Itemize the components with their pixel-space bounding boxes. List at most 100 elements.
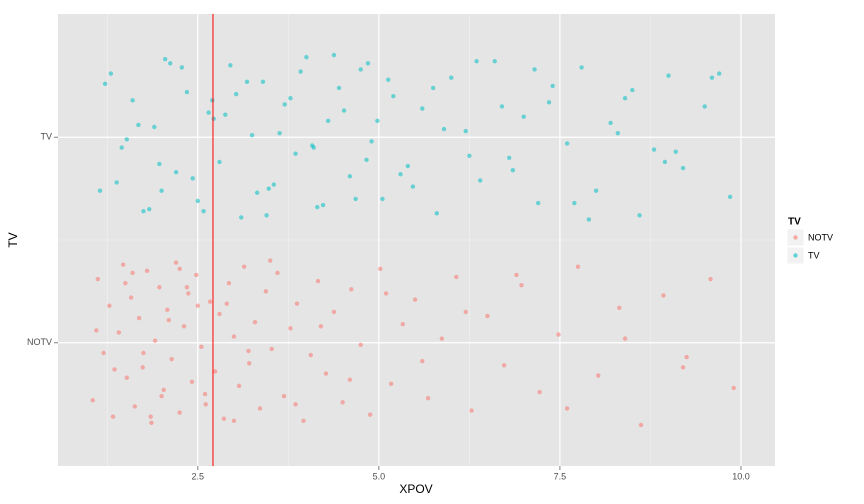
point — [463, 128, 468, 134]
point — [177, 410, 182, 415]
point — [269, 346, 274, 352]
point — [190, 176, 195, 181]
point — [727, 194, 733, 200]
point — [114, 180, 119, 185]
point — [184, 285, 190, 290]
point — [166, 317, 172, 323]
point — [492, 59, 497, 64]
point — [110, 414, 116, 419]
point — [266, 186, 271, 191]
point — [622, 96, 628, 101]
point — [179, 65, 185, 70]
point — [168, 61, 173, 66]
point — [132, 404, 137, 409]
point — [349, 287, 354, 292]
point — [136, 315, 142, 321]
point — [347, 377, 353, 382]
x-tick-label: 7.5 — [554, 471, 567, 481]
point — [717, 71, 722, 76]
point — [521, 114, 526, 119]
point — [233, 91, 239, 97]
point — [662, 159, 668, 165]
point — [282, 102, 287, 107]
point — [315, 278, 321, 284]
point — [246, 348, 251, 354]
point — [294, 301, 300, 306]
point — [94, 328, 99, 333]
point — [201, 209, 206, 214]
x-tick-label: 10.0 — [732, 471, 750, 481]
point — [260, 79, 266, 85]
point — [136, 122, 141, 128]
point — [116, 330, 122, 335]
point — [398, 172, 403, 177]
point — [226, 280, 232, 286]
point — [532, 67, 537, 72]
point — [331, 309, 337, 315]
point — [430, 85, 436, 91]
point — [228, 63, 233, 68]
point — [325, 118, 331, 124]
legend-title: TV — [788, 217, 801, 228]
point — [514, 272, 519, 278]
point — [231, 418, 237, 423]
point — [454, 274, 459, 280]
point — [239, 215, 244, 220]
x-axis-title: XPOV — [399, 482, 432, 496]
point — [124, 137, 130, 142]
point — [107, 303, 112, 308]
point — [211, 116, 216, 121]
point — [353, 196, 358, 202]
point — [140, 365, 145, 370]
point — [550, 83, 555, 89]
point — [391, 93, 396, 99]
point — [221, 416, 227, 421]
point — [575, 264, 581, 269]
point — [586, 217, 592, 222]
point — [108, 71, 114, 76]
point — [709, 75, 715, 80]
point — [264, 213, 269, 218]
legend-label: TV — [808, 250, 820, 260]
point — [478, 178, 483, 183]
point — [249, 133, 255, 138]
point — [271, 182, 277, 187]
point — [572, 200, 577, 206]
point — [510, 167, 516, 173]
point — [637, 213, 642, 218]
point — [622, 336, 628, 341]
point — [507, 155, 512, 161]
point — [177, 266, 182, 271]
point — [123, 280, 128, 286]
point — [141, 209, 146, 214]
point — [263, 289, 269, 294]
point — [546, 100, 552, 105]
x-tick-label: 2.5 — [192, 471, 205, 481]
point — [157, 285, 162, 290]
point — [304, 54, 309, 60]
point — [358, 342, 363, 347]
point — [630, 87, 635, 93]
point — [186, 291, 191, 296]
point — [119, 145, 124, 150]
point — [162, 57, 168, 62]
point — [298, 69, 303, 74]
point — [130, 270, 135, 276]
point — [535, 200, 541, 206]
point — [320, 202, 326, 208]
point — [252, 319, 258, 325]
point — [684, 354, 689, 360]
point — [244, 79, 250, 85]
point — [194, 272, 199, 278]
point — [666, 73, 671, 78]
point — [184, 89, 190, 95]
point — [199, 344, 204, 350]
x-tick-label: 5.0 — [373, 471, 386, 481]
point — [173, 260, 179, 265]
point — [207, 299, 213, 304]
point — [293, 151, 298, 156]
point — [224, 301, 229, 306]
point — [564, 141, 570, 146]
point — [441, 126, 447, 132]
point — [130, 98, 135, 103]
